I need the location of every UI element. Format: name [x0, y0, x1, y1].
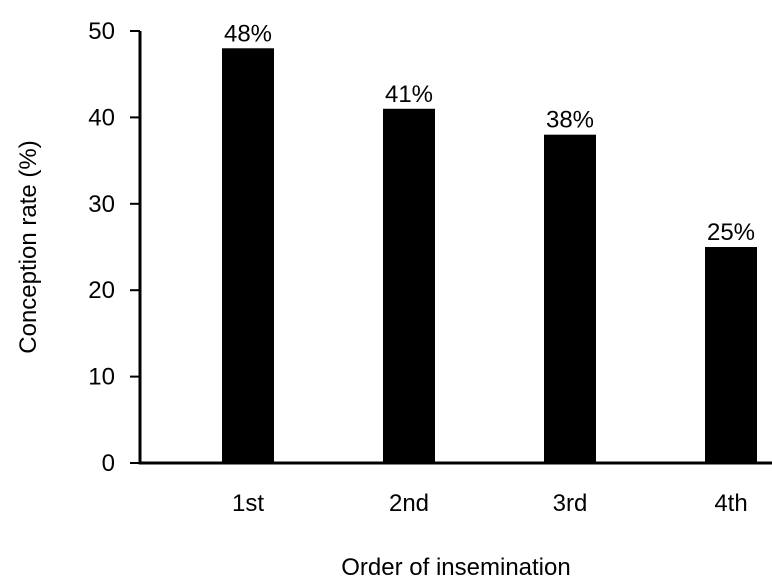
bar — [222, 48, 274, 463]
x-tick-label: 2nd — [389, 490, 429, 517]
y-tick-label: 20 — [88, 277, 115, 304]
value-label: 25% — [707, 219, 755, 246]
bar — [383, 108, 435, 463]
y-tick-label: 10 — [88, 364, 115, 391]
y-tick-label: 50 — [88, 18, 115, 45]
bar — [544, 134, 596, 463]
x-axis-label: Order of insemination — [341, 554, 570, 576]
y-tick-label: 30 — [88, 191, 115, 218]
value-label: 41% — [385, 81, 433, 108]
value-label: 48% — [224, 20, 272, 47]
y-axis-label: Conception rate (%) — [15, 140, 42, 353]
bar — [705, 247, 757, 463]
x-tick-label: 3rd — [553, 490, 588, 517]
x-tick-label: 1st — [232, 490, 264, 517]
value-label: 38% — [546, 107, 594, 134]
y-tick-label: 40 — [88, 104, 115, 131]
y-tick-label: 0 — [102, 450, 115, 477]
x-tick-label: 4th — [714, 490, 747, 517]
